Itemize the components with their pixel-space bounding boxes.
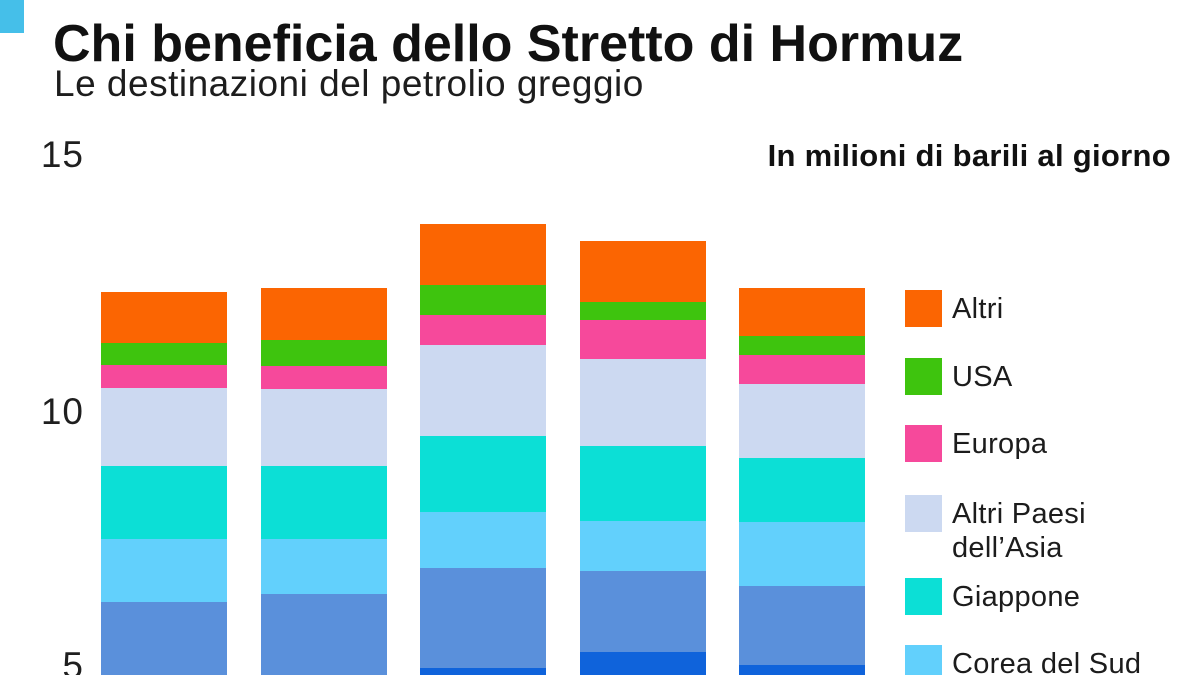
legend-label-asia: Altri Paesi dell’Asia (952, 498, 1086, 564)
legend-label-altri: Altri (952, 293, 1004, 325)
bar-4-segment-europa (580, 319, 706, 360)
page-title: Chi beneficia dello Stretto di Hormuz (53, 14, 964, 73)
bar-5-segment-asia (739, 383, 865, 459)
bar-2-segment-altri (261, 287, 387, 340)
bar-3-segment-altri (420, 223, 546, 285)
page-subtitle: Le destinazioni del petrolio greggio (54, 63, 644, 104)
bar-4-segment-blu (580, 571, 706, 652)
bar-5-segment-blu (739, 585, 865, 665)
legend-label-europa: Europa (952, 428, 1048, 460)
bar-2-segment-europa (261, 366, 387, 390)
legend-swatch-giappone (905, 578, 942, 615)
legend-label-usa: USA (952, 361, 1013, 393)
bar-5-segment-usa (739, 335, 865, 355)
bar-1-segment-giappone (101, 466, 227, 540)
legend-swatch-corea (905, 645, 942, 675)
bar-3-segment-blu_scuro (420, 667, 546, 675)
bar-1-segment-altri (101, 291, 227, 344)
bar-4-segment-asia (580, 359, 706, 447)
bar-3-segment-corea (420, 512, 546, 569)
bar-5-segment-europa (739, 354, 865, 384)
bar-1-segment-corea (101, 539, 227, 603)
bar-4-segment-giappone (580, 446, 706, 522)
bar-2-segment-usa (261, 339, 387, 367)
unit-note: In milioni di barili al giorno (767, 138, 1171, 173)
legend-swatch-usa (905, 358, 942, 395)
bar-3-segment-giappone (420, 436, 546, 513)
bar-4-segment-altri (580, 240, 706, 302)
bar-3-segment-europa (420, 314, 546, 346)
legend-item-altri: Altri (905, 290, 1003, 327)
bar-3-segment-usa (420, 284, 546, 315)
legend-item-corea: Corea del Sud (905, 645, 1141, 675)
bar-1-segment-blu (101, 602, 227, 675)
bar-4-segment-blu_scuro (580, 651, 706, 675)
bar-5-segment-blu_scuro (739, 664, 865, 675)
bar-4-segment-usa (580, 301, 706, 320)
legend-label-corea: Corea del Sud (952, 648, 1142, 675)
bar-5-segment-corea (739, 521, 865, 586)
bar-2-segment-asia (261, 389, 387, 467)
bar-1-segment-asia (101, 388, 227, 467)
y-axis-tick-15: 15 (40, 134, 84, 175)
legend-swatch-europa (905, 425, 942, 462)
y-axis-tick-10: 10 (40, 391, 84, 432)
bar-1-segment-europa (101, 365, 227, 388)
legend-swatch-altri (905, 290, 942, 327)
bar-3-segment-blu (420, 568, 546, 668)
bar-2-segment-giappone (261, 466, 387, 540)
legend-label-giappone: Giappone (952, 581, 1081, 613)
bar-2-segment-blu (261, 594, 387, 675)
bar-1-segment-usa (101, 343, 227, 366)
legend-item-asia: Altri Paesi dell’Asia (905, 495, 1086, 565)
bar-2-segment-corea (261, 539, 387, 595)
legend-swatch-asia (905, 495, 942, 532)
bar-5-segment-altri (739, 287, 865, 336)
bar-3-segment-asia (420, 345, 546, 437)
legend-item-europa: Europa (905, 425, 1047, 462)
bar-4-segment-corea (580, 521, 706, 572)
legend-item-giappone: Giappone (905, 578, 1080, 615)
bar-5-segment-giappone (739, 458, 865, 522)
title-marker-square (0, 0, 24, 33)
y-axis-tick-5: 5 (62, 645, 84, 675)
legend-item-usa: USA (905, 358, 1013, 395)
